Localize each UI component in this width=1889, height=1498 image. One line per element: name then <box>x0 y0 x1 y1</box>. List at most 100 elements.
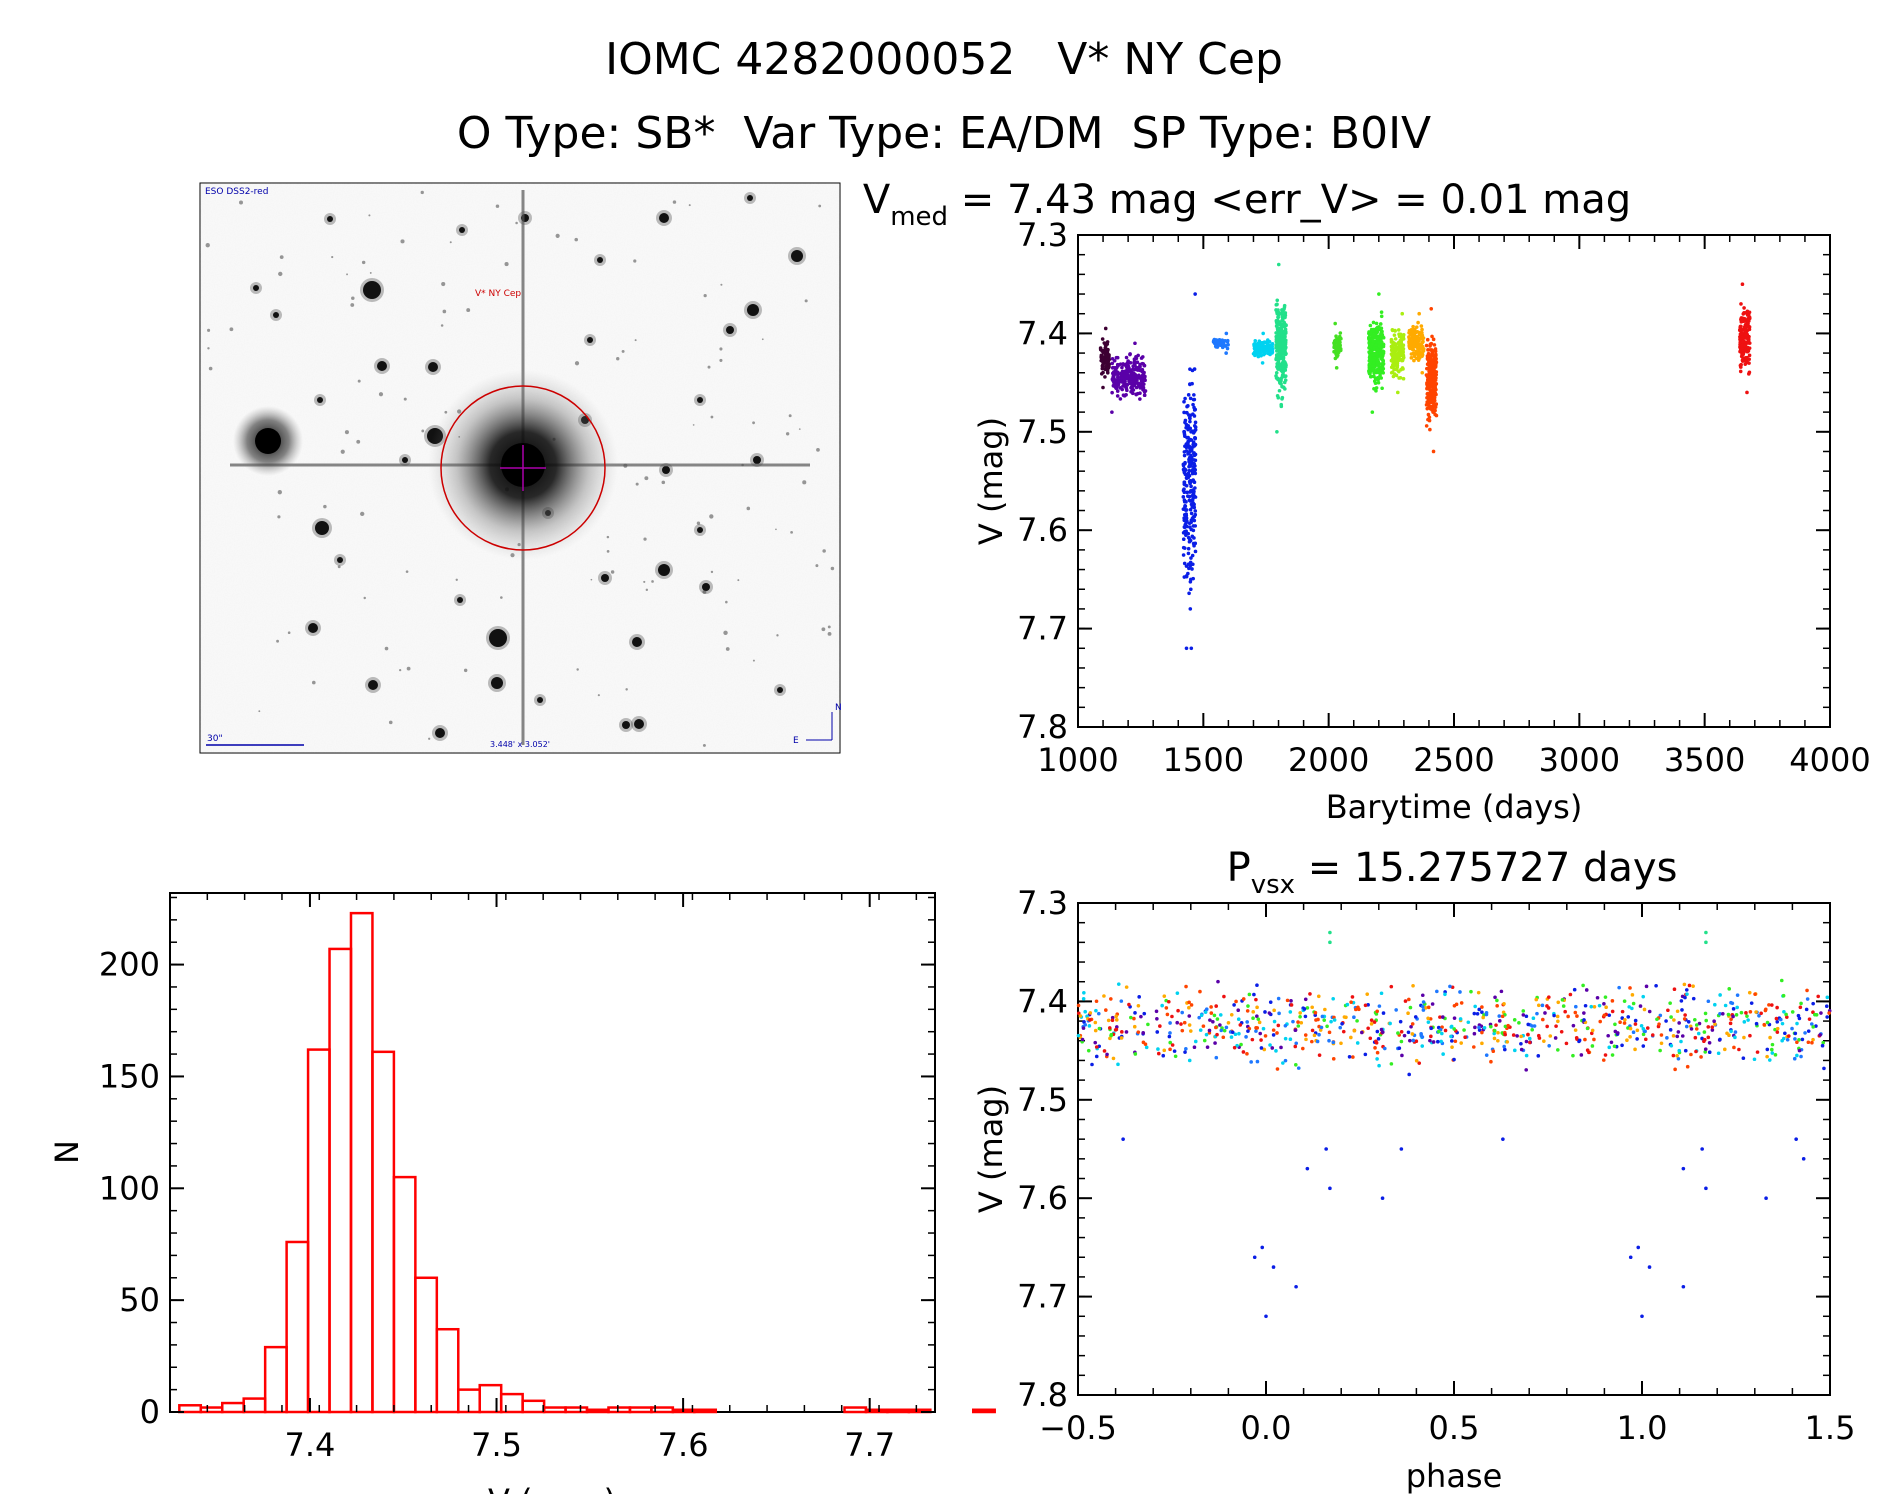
ph-point <box>1620 1043 1624 1048</box>
lc-point <box>1193 512 1198 517</box>
lc-point <box>1279 382 1283 386</box>
ph-point <box>1110 1015 1115 1020</box>
lc-point <box>1189 430 1193 434</box>
lc-point <box>1280 348 1285 352</box>
ph-point <box>1572 987 1577 992</box>
ph-point <box>1492 1031 1496 1036</box>
ph-point <box>1180 1028 1185 1033</box>
lc-point <box>1274 370 1279 375</box>
ph-point <box>1555 1014 1560 1019</box>
lc-point <box>1098 346 1103 350</box>
lc-point <box>1274 319 1279 323</box>
ph-point <box>1729 1017 1733 1022</box>
ph-point <box>1116 1062 1120 1067</box>
ph-point <box>1492 1036 1497 1041</box>
ph-point <box>1620 1009 1625 1014</box>
ph-point <box>1094 1045 1099 1049</box>
lc-point <box>1187 566 1191 571</box>
ph-point <box>1275 1067 1280 1071</box>
ph-point <box>1742 1020 1747 1024</box>
ph-point <box>1375 1009 1380 1014</box>
ph-point <box>1783 1031 1787 1036</box>
ph-point <box>1411 1038 1416 1043</box>
ph-point <box>1172 1049 1177 1053</box>
ph-point <box>1713 1002 1717 1007</box>
faint-star <box>644 476 649 481</box>
lc-point <box>1411 342 1415 347</box>
ph-point <box>1166 999 1171 1004</box>
ph-point <box>1375 1057 1379 1061</box>
lc-point <box>1393 367 1398 371</box>
lc-point <box>1277 347 1282 352</box>
faint-star <box>515 221 518 225</box>
faint-star <box>276 639 279 643</box>
lc-point <box>1270 344 1274 349</box>
faint-star <box>350 303 355 307</box>
y-tick-label: 7.3 <box>1017 884 1068 922</box>
lc-point <box>1429 348 1434 352</box>
faint-star <box>719 347 723 351</box>
lc-point <box>1185 494 1190 498</box>
lc-point <box>1743 328 1747 333</box>
lc-point <box>1278 311 1283 316</box>
lc-point <box>1395 390 1400 395</box>
ph-point <box>1082 1020 1086 1024</box>
lc-point <box>1378 370 1382 375</box>
field-star <box>337 557 343 563</box>
field-star <box>597 257 603 263</box>
ph-point <box>1561 1004 1566 1008</box>
lc-point <box>1398 376 1403 380</box>
lc-point <box>1193 458 1198 463</box>
ph-point <box>1339 1041 1343 1046</box>
ph-point <box>1584 988 1589 992</box>
lc-point <box>1739 302 1743 306</box>
ph-eclipse-point <box>1399 1147 1404 1151</box>
ph-point <box>1668 1001 1672 1005</box>
field-star <box>791 250 803 262</box>
ph-point <box>1304 1037 1308 1042</box>
ph-point <box>1626 1015 1631 1019</box>
lc-point <box>1278 344 1283 349</box>
hist-bar <box>585 1408 610 1414</box>
lc-point <box>1369 368 1374 373</box>
ph-point <box>1214 1055 1219 1060</box>
ph-point <box>1237 1031 1241 1036</box>
ph-point <box>1775 1026 1780 1031</box>
lc-point <box>1276 327 1280 332</box>
field-star <box>317 397 323 403</box>
lc-point <box>1431 449 1436 454</box>
ph-point <box>1806 1029 1811 1033</box>
ph-point <box>1420 1035 1425 1039</box>
ph-point <box>1250 1037 1255 1042</box>
lc-point <box>1430 363 1434 368</box>
ph-point <box>1080 1037 1085 1042</box>
lc-point <box>1741 356 1745 360</box>
ph-point <box>1161 1053 1166 1058</box>
lc-point <box>1407 335 1411 340</box>
faint-star <box>785 432 790 436</box>
ph-point <box>1102 1049 1107 1053</box>
ph-point <box>1765 1047 1770 1052</box>
ph-point <box>1622 999 1627 1003</box>
ph-point <box>1241 1050 1246 1054</box>
lc-point <box>1279 327 1284 332</box>
faint-star <box>400 239 405 244</box>
lc-point <box>1409 352 1414 356</box>
ph-point <box>1824 1004 1829 1009</box>
field-star <box>377 361 387 371</box>
ph-point <box>1127 1002 1131 1007</box>
lc-point <box>1275 430 1279 434</box>
ph-point <box>1635 1028 1640 1033</box>
ph-point <box>1730 1001 1735 1006</box>
faint-star <box>440 324 444 327</box>
ph-point <box>1786 1034 1791 1038</box>
lc-point <box>1375 361 1380 366</box>
ph-point <box>1312 1033 1317 1038</box>
faint-star <box>357 379 361 383</box>
lc-point <box>1739 328 1743 332</box>
lc-point <box>1432 343 1437 347</box>
lc-point <box>1282 342 1287 347</box>
ph-point <box>1813 1012 1817 1017</box>
ph-point <box>1559 1030 1564 1034</box>
ph-point <box>1081 996 1086 1001</box>
